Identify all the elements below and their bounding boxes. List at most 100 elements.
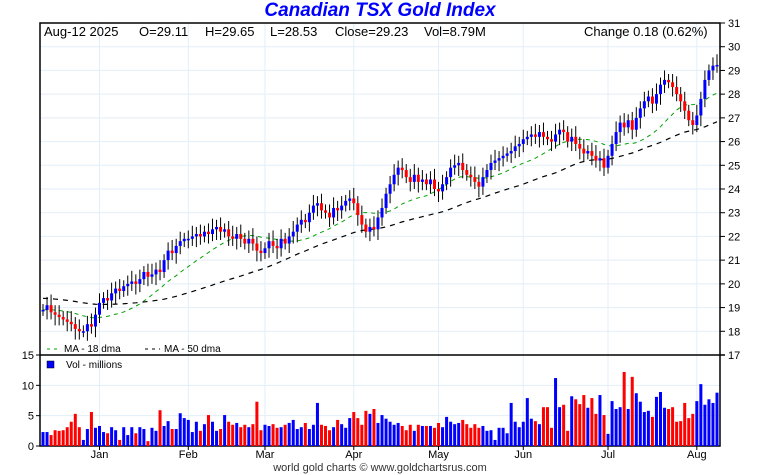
volume-bar bbox=[517, 427, 521, 446]
candle-body bbox=[622, 122, 626, 128]
candle-body bbox=[102, 298, 106, 303]
volume-bar bbox=[457, 422, 461, 446]
candle-body bbox=[332, 207, 336, 218]
candle-body bbox=[445, 177, 449, 185]
volume-bar bbox=[41, 432, 45, 446]
volume-bar bbox=[372, 408, 376, 446]
volume-bar bbox=[45, 432, 49, 446]
volume-bar bbox=[545, 407, 549, 446]
volume-bar bbox=[279, 427, 283, 446]
candle-body bbox=[703, 79, 707, 99]
volume-bar bbox=[315, 402, 319, 446]
candle-body bbox=[509, 151, 513, 154]
volume-bar bbox=[533, 421, 537, 446]
volume-bar bbox=[679, 421, 683, 446]
volume-bar bbox=[134, 433, 138, 446]
candle-body bbox=[219, 226, 223, 232]
candle-body bbox=[174, 245, 178, 254]
volume-bar bbox=[263, 424, 267, 446]
candle-body bbox=[505, 153, 509, 156]
candle-body bbox=[348, 198, 352, 201]
candle-body bbox=[392, 174, 396, 185]
candle-body bbox=[384, 193, 388, 208]
volume-bar bbox=[190, 432, 194, 446]
candle-body bbox=[457, 162, 461, 166]
volume-bar bbox=[699, 384, 703, 446]
volume-bar bbox=[606, 433, 610, 446]
volume-bar bbox=[267, 425, 271, 446]
candle-body bbox=[247, 238, 251, 244]
candle-body bbox=[586, 151, 590, 154]
volume-bar bbox=[566, 430, 570, 446]
volume-bar bbox=[513, 421, 517, 446]
candle-body bbox=[344, 200, 348, 206]
candle-body bbox=[574, 136, 578, 144]
candle-body bbox=[590, 151, 594, 156]
candle-body bbox=[319, 203, 323, 211]
candle-body bbox=[328, 212, 332, 218]
plot-frame bbox=[39, 22, 721, 447]
info-volume: Vol=8.79M bbox=[424, 24, 486, 39]
price-tick-label: 25 bbox=[728, 160, 740, 172]
volume-bar bbox=[554, 378, 558, 446]
candle-body bbox=[352, 198, 356, 204]
volume-bar bbox=[529, 418, 533, 446]
candle-body bbox=[77, 328, 81, 332]
volume-bar bbox=[626, 408, 630, 446]
candle-body bbox=[158, 269, 162, 272]
volume-bar bbox=[578, 404, 582, 446]
candle-body bbox=[687, 110, 691, 121]
volume-bar bbox=[610, 401, 614, 446]
volume-bar bbox=[303, 422, 307, 446]
candle-body bbox=[683, 101, 687, 111]
candle-body bbox=[267, 241, 271, 249]
candle-body bbox=[513, 146, 517, 152]
candle-body bbox=[41, 309, 45, 312]
volume-bar bbox=[687, 418, 691, 446]
candle-body bbox=[150, 274, 154, 277]
month-label: Jan bbox=[91, 449, 109, 461]
volume-bar bbox=[344, 427, 348, 446]
price-tick-label: 19 bbox=[728, 303, 740, 315]
candle-body bbox=[263, 248, 267, 254]
volume-bar bbox=[295, 429, 299, 446]
volume-bar bbox=[638, 401, 642, 446]
volume-bar bbox=[574, 399, 578, 446]
candle-body bbox=[122, 286, 126, 291]
candle-body bbox=[223, 229, 227, 232]
volume-bar bbox=[469, 427, 473, 446]
volume-bar bbox=[570, 396, 574, 446]
legend-volume-swatch bbox=[46, 360, 55, 369]
price-tick-label: 29 bbox=[728, 65, 740, 77]
volume-bar bbox=[215, 430, 219, 446]
candle-body bbox=[715, 64, 719, 67]
volume-bar bbox=[675, 421, 679, 446]
volume-bar bbox=[477, 427, 481, 446]
volume-bar bbox=[654, 396, 658, 446]
candle-body bbox=[372, 226, 376, 230]
candle-body bbox=[412, 174, 416, 182]
volume-bar bbox=[392, 424, 396, 446]
volume-bar bbox=[166, 421, 170, 446]
candle-body bbox=[489, 162, 493, 171]
volume-bar bbox=[667, 408, 671, 446]
candle-body bbox=[259, 250, 263, 254]
legend-ma50-label: MA - 50 dma bbox=[164, 344, 221, 355]
candle-body bbox=[162, 260, 166, 272]
candle-body bbox=[283, 238, 287, 244]
candle-body bbox=[594, 155, 598, 161]
volume-bar bbox=[715, 392, 719, 446]
candle-body bbox=[598, 158, 602, 161]
candle-body bbox=[202, 231, 206, 237]
info-high: H=29.65 bbox=[205, 24, 255, 39]
volume-bar bbox=[537, 424, 541, 446]
volume-bar bbox=[223, 415, 227, 446]
candle-body bbox=[356, 203, 360, 216]
candle-body bbox=[376, 217, 380, 230]
candle-body bbox=[691, 120, 695, 125]
price-tick-label: 23 bbox=[728, 208, 740, 220]
volume-bar bbox=[695, 401, 699, 446]
candle-body bbox=[711, 65, 715, 71]
candle-body bbox=[89, 324, 93, 327]
volume-bar bbox=[85, 429, 89, 446]
